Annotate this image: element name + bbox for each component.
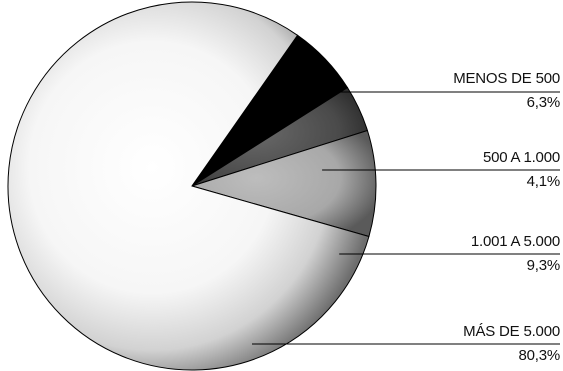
slice-labels: MENOS DE 500 6,3% 500 A 1.000 4,1% 1.001 A 5… (453, 70, 560, 364)
slice-label-menos-de-500: MENOS DE 500 (453, 70, 560, 87)
slice-value-mas-de-5-000: 80,3% (518, 347, 560, 364)
pie-slice-1-001-a-5-000 (190, 129, 377, 238)
slice-value-1-001-a-5-000: 9,3% (527, 257, 560, 274)
slice-value-menos-de-500: 6,3% (527, 94, 560, 111)
pie-slices (7, 1, 377, 371)
leader-lines (252, 91, 560, 345)
slice-label-500-a-1-000: 500 A 1.000 (483, 149, 560, 166)
slice-value-500-a-1-000: 4,1% (527, 173, 560, 190)
slice-label-1-001-a-5-000: 1.001 A 5.000 (471, 233, 560, 250)
slice-label-mas-de-5-000: MÁS DE 5.000 (463, 323, 560, 340)
